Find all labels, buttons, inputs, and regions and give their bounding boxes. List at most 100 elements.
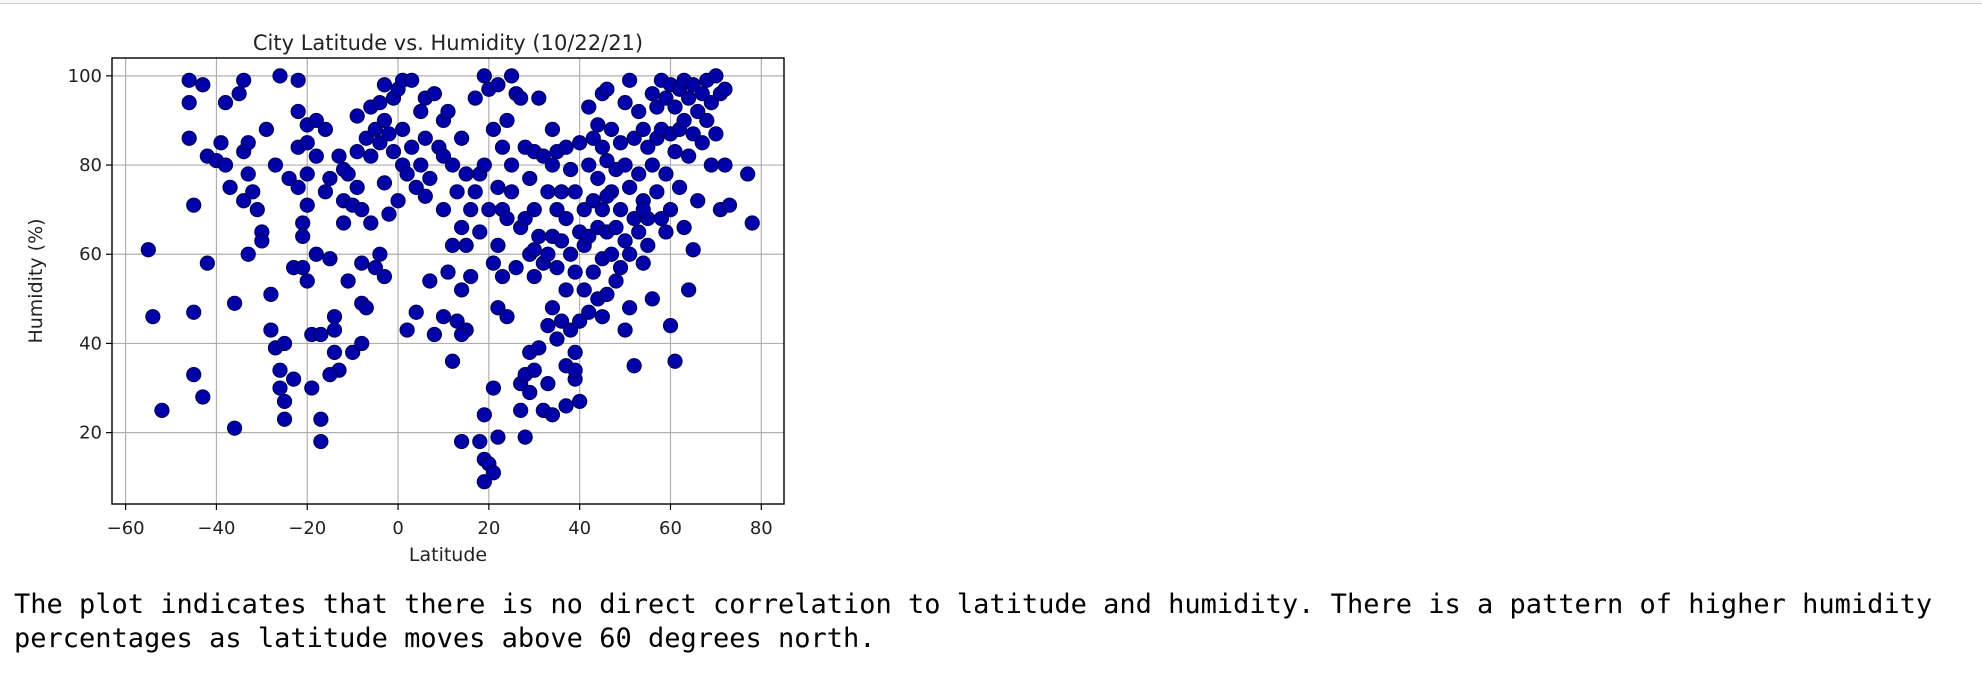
data-point [313, 326, 329, 343]
data-point [694, 135, 710, 151]
data-point [503, 157, 520, 173]
data-point [667, 144, 683, 160]
data-point [295, 260, 311, 276]
data-point [217, 157, 234, 173]
data-point [476, 474, 492, 490]
data-point [376, 77, 393, 93]
data-point [526, 268, 542, 285]
data-point [331, 148, 347, 164]
data-point [240, 246, 256, 262]
data-point [690, 193, 706, 209]
data-point [558, 210, 574, 227]
data-point [217, 94, 234, 111]
data-point [226, 295, 243, 311]
data-point [649, 184, 665, 200]
data-point [676, 219, 692, 236]
data-point [463, 268, 479, 285]
data-point [653, 210, 670, 227]
data-point [658, 166, 674, 182]
data-point [721, 197, 738, 213]
data-point [444, 353, 461, 369]
data-point [544, 157, 561, 173]
data-point [317, 184, 334, 200]
data-point [576, 202, 592, 218]
data-point [381, 126, 397, 142]
data-point [308, 112, 324, 129]
data-point [440, 264, 456, 280]
data-point [531, 228, 547, 244]
data-point [635, 121, 651, 137]
data-point [199, 255, 215, 271]
data-point [526, 362, 542, 378]
data-point [585, 264, 601, 280]
data-point [326, 322, 343, 338]
data-point [558, 398, 574, 414]
data-point [472, 224, 488, 240]
data-point [699, 112, 715, 129]
data-point [354, 202, 370, 218]
data-point [581, 157, 597, 173]
data-point [526, 242, 542, 258]
data-point [154, 402, 170, 418]
data-point [667, 353, 683, 369]
data-point [213, 135, 229, 151]
data-point [322, 251, 338, 267]
data-point [513, 402, 529, 418]
data-point [553, 313, 570, 329]
data-point [708, 126, 724, 142]
data-point [299, 273, 315, 289]
chart-title: City Latitude vs. Humidity (10/22/21) [253, 31, 643, 55]
data-point [413, 103, 429, 120]
y-tick-label: 80 [79, 155, 102, 176]
data-point [540, 375, 556, 392]
data-point [553, 184, 570, 200]
y-tick-label: 40 [79, 333, 102, 354]
data-point [399, 166, 415, 182]
plot-frame [111, 57, 785, 505]
data-point [299, 197, 315, 213]
data-point [658, 90, 674, 106]
data-point [290, 179, 306, 195]
data-point [140, 242, 156, 258]
data-point [535, 148, 551, 164]
data-point [685, 126, 701, 142]
data-point [454, 219, 470, 236]
data-point [581, 228, 597, 244]
data-point [258, 121, 274, 137]
data-point [631, 103, 647, 120]
data-point [549, 331, 565, 347]
data-point [599, 152, 615, 169]
data-point [340, 273, 356, 289]
data-point [617, 233, 633, 249]
data-points [140, 68, 760, 490]
x-tick-label: −20 [288, 518, 326, 539]
data-point [249, 202, 265, 218]
data-point [322, 367, 338, 383]
data-point [240, 166, 256, 182]
data-point [454, 282, 470, 298]
data-point [490, 300, 506, 316]
data-point [254, 233, 270, 249]
data-point [299, 166, 315, 182]
data-point [622, 246, 638, 262]
data-point [513, 90, 529, 106]
data-point [313, 411, 329, 427]
data-point [345, 344, 361, 360]
data-point [676, 112, 692, 129]
data-point [599, 286, 615, 302]
data-point [631, 166, 647, 182]
data-point [594, 309, 610, 325]
data-point [463, 202, 479, 218]
y-tick-label: 20 [79, 423, 102, 444]
data-point [426, 86, 442, 102]
data-point [662, 202, 679, 218]
data-point [490, 429, 506, 445]
data-point [367, 121, 383, 137]
data-point [349, 108, 365, 124]
data-point [449, 184, 465, 200]
data-point [567, 362, 583, 378]
data-point [440, 103, 456, 120]
data-point [562, 322, 579, 338]
data-point [372, 94, 388, 111]
data-point [499, 112, 515, 129]
